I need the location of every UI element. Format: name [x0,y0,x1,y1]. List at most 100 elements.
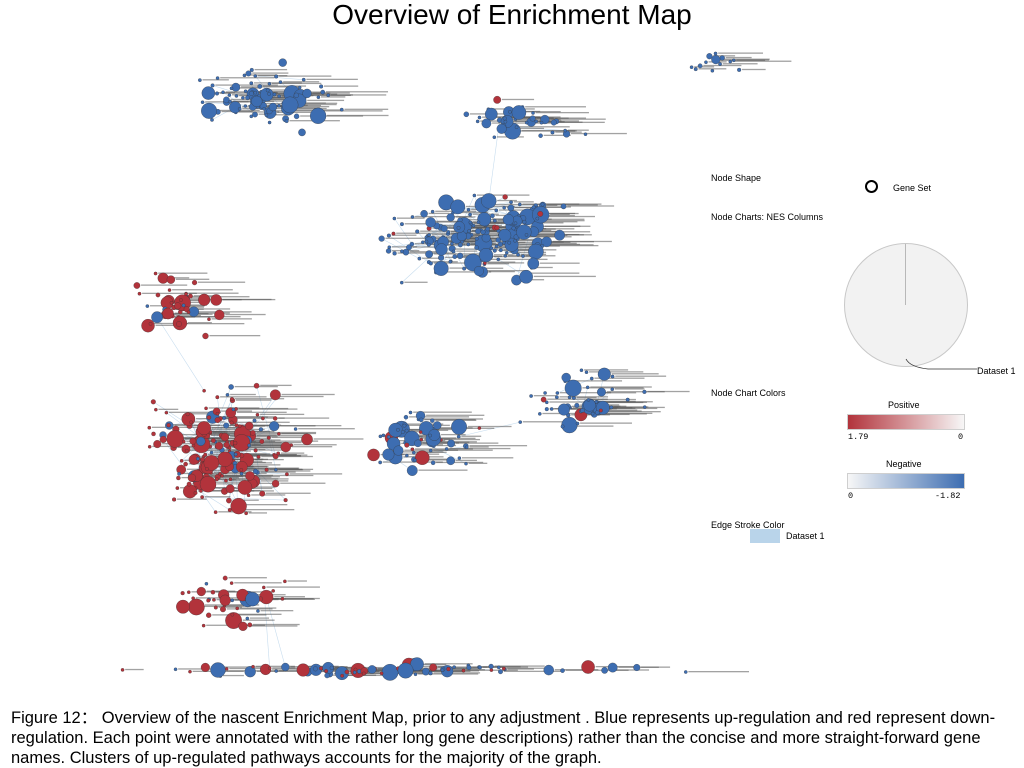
gene-set-node [554,229,565,241]
gene-set-node [494,208,499,213]
gene-set-node [597,367,611,381]
gene-set-node [490,213,495,219]
gene-set-node [713,51,718,56]
gene-set-node [280,597,285,601]
positive-label: Positive [888,400,920,410]
gene-set-node [164,410,169,415]
gene-set-node [633,664,641,671]
gene-set-node [228,99,232,104]
gene-set-node [231,407,236,412]
gene-set-node [468,212,472,217]
negative-max-label: -1.82 [935,491,961,501]
gene-set-node [561,416,578,434]
gene-set-node [544,407,549,412]
gene-set-node [302,88,312,99]
gene-set-node [444,447,449,451]
gene-set-node [252,418,257,423]
gene-set-node [329,665,334,670]
gene-set-node [575,421,580,426]
gene-set-node [202,332,209,340]
gene-set-node [213,605,218,610]
gene-set-node [430,460,436,465]
gene-set-node [255,412,260,417]
gene-set-node [387,245,392,249]
gene-set-node [260,663,272,675]
gene-set-node [272,453,279,460]
gene-set-node [181,439,186,444]
gene-set-node [223,96,230,104]
gene-set-node [220,606,226,613]
gene-set-node [210,662,226,678]
gene-set-node [225,612,242,629]
gene-set-node [187,473,196,482]
gene-set-node [567,395,572,400]
gene-set-node [172,497,177,502]
gene-set-node [522,219,527,225]
gene-set-label: Gene Set [893,183,932,193]
gene-set-node [210,590,216,595]
gene-set-node [189,420,193,425]
gene-set-node [261,416,265,421]
gene-set-node [610,387,615,392]
gene-set-node [534,119,539,124]
gene-set-node [206,612,212,618]
gene-set-node [197,421,211,435]
gene-set-node [451,249,456,254]
node-label-marks [125,52,792,677]
gene-set-node [540,202,545,207]
gene-set-node [352,670,357,675]
gene-set-node [267,92,271,96]
gene-set-node [202,388,206,393]
gene-set-node [251,95,263,107]
gene-set-node [233,440,238,446]
node-shape-label: Node Shape [711,173,762,183]
gene-set-node [563,128,567,133]
gene-set-node [215,76,220,80]
gene-set-node [697,63,703,69]
gene-set-node [220,432,230,442]
gene-set-node [484,107,498,121]
gene-set-node [496,257,501,262]
gene-set-node [229,420,234,425]
gene-set-node [502,116,507,121]
gene-set-node [710,69,715,73]
gene-set-node [457,242,463,248]
gene-set-node [580,408,585,413]
gene-set-node [148,322,153,326]
gene-set-node [258,427,264,432]
gene-set-node [466,242,471,247]
gene-set-node [402,423,407,428]
gene-set-node [503,119,508,124]
gene-set-node [196,457,200,461]
gene-set-node [489,668,494,672]
negative-min-label: 0 [848,491,854,501]
negative-color-bar [847,473,965,489]
gene-set-node [397,662,414,679]
gene-set-node [509,200,513,205]
gene-set-node [147,445,152,449]
gene-set-node [266,435,271,440]
gene-set-node [428,448,433,453]
gene-set-node [540,396,547,403]
gene-set-node [293,427,298,431]
gene-set-node [598,408,603,413]
gene-set-node [642,405,647,409]
gene-set-node [528,243,544,260]
gene-set-node [505,250,509,255]
gene-set-node [610,374,615,379]
gene-set-node [430,418,435,423]
gene-set-node [276,451,281,456]
gene-set-node [719,55,725,61]
gene-set-node [253,90,258,95]
gene-set-node [316,95,321,100]
gene-set-node [457,456,462,460]
gene-set-node [421,240,425,245]
gene-set-node [293,113,300,120]
gene-set-node [196,586,206,597]
gene-set-node [145,304,150,308]
gene-set-node [234,94,239,98]
gene-set-node [245,616,250,621]
node-chart-colors-label: Node Chart Colors [711,388,786,398]
gene-set-node [154,407,158,412]
gene-set-node [462,266,467,271]
